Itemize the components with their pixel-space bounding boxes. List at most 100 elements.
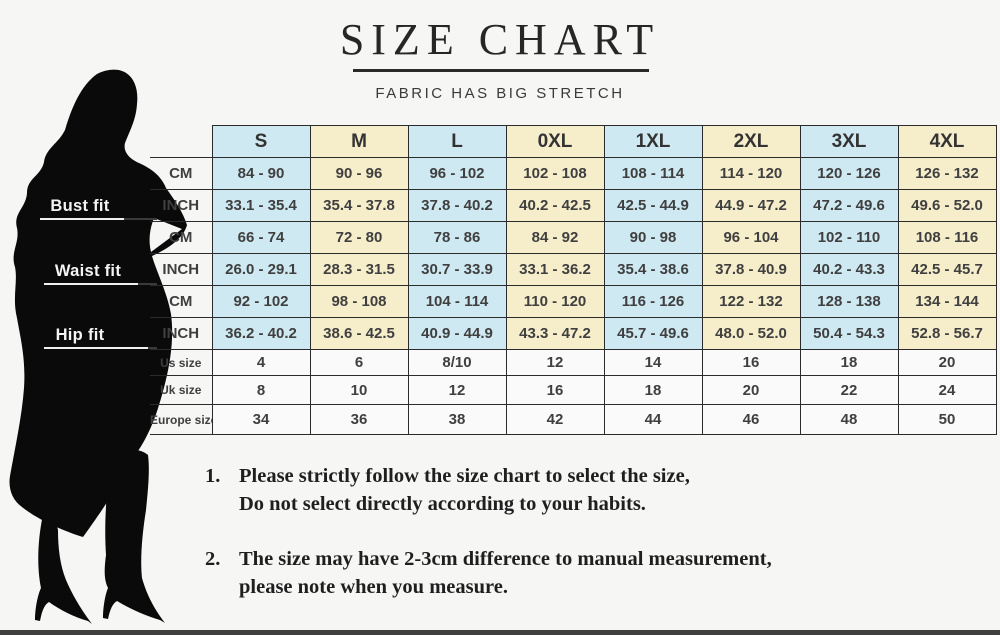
size-cell: 20 bbox=[897, 349, 997, 376]
size-cell: 116 - 126 bbox=[603, 285, 703, 318]
size-cell: 40.2 - 43.3 bbox=[799, 253, 899, 286]
size-cell: 20 bbox=[701, 375, 801, 405]
size-cell: 36 bbox=[309, 404, 409, 435]
us-size-row: Us size 4 6 8/10 12 14 16 18 20 bbox=[150, 349, 997, 376]
size-cell: 42.5 - 44.9 bbox=[603, 189, 703, 222]
size-header-row: S M L 0XL 1XL 2XL 3XL 4XL bbox=[150, 125, 997, 158]
note-1: 1. Please strictly follow the size chart… bbox=[205, 462, 925, 519]
size-cell: 49.6 - 52.0 bbox=[897, 189, 997, 222]
size-cell: 43.3 - 47.2 bbox=[505, 317, 605, 350]
size-cell: 84 - 92 bbox=[505, 221, 605, 254]
size-cell: 26.0 - 29.1 bbox=[211, 253, 311, 286]
size-cell: 44 bbox=[603, 404, 703, 435]
waist-cm-row: CM 66 - 74 72 - 80 78 - 86 84 - 92 90 - … bbox=[150, 221, 997, 254]
size-col-header: L bbox=[407, 125, 507, 158]
size-cell: 33.1 - 35.4 bbox=[211, 189, 311, 222]
size-cell: 78 - 86 bbox=[407, 221, 507, 254]
size-cell: 38 bbox=[407, 404, 507, 435]
unit-label: Us size bbox=[150, 349, 213, 376]
size-cell: 48 bbox=[799, 404, 899, 435]
hip-cm-row: CM 92 - 102 98 - 108 104 - 114 110 - 120… bbox=[150, 285, 997, 318]
note-number: 2. bbox=[205, 548, 221, 570]
size-cell: 50 bbox=[897, 404, 997, 435]
size-cell: 16 bbox=[505, 375, 605, 405]
size-col-header: M bbox=[309, 125, 409, 158]
size-col-header: 0XL bbox=[505, 125, 605, 158]
size-cell: 104 - 114 bbox=[407, 285, 507, 318]
note-number: 1. bbox=[205, 465, 221, 487]
size-cell: 47.2 - 49.6 bbox=[799, 189, 899, 222]
size-cell: 36.2 - 40.2 bbox=[211, 317, 311, 350]
size-cell: 72 - 80 bbox=[309, 221, 409, 254]
hip-fit-label: Hip fit bbox=[55, 326, 105, 344]
size-cell: 114 - 120 bbox=[701, 157, 801, 190]
bust-fit-label: Bust fit bbox=[50, 197, 110, 215]
corner-cell bbox=[150, 126, 212, 158]
size-col-header: S bbox=[211, 125, 311, 158]
size-cell: 44.9 - 47.2 bbox=[701, 189, 801, 222]
waist-fit-underline bbox=[44, 283, 138, 285]
note-text: The size may have 2-3cm difference to ma… bbox=[239, 545, 772, 602]
size-cell: 108 - 114 bbox=[603, 157, 703, 190]
unit-label: Europe size bbox=[150, 404, 213, 435]
waist-fit-label: Waist fit bbox=[54, 262, 122, 280]
size-cell: 66 - 74 bbox=[211, 221, 311, 254]
size-cell: 24 bbox=[897, 375, 997, 405]
size-cell: 40.9 - 44.9 bbox=[407, 317, 507, 350]
size-cell: 96 - 102 bbox=[407, 157, 507, 190]
size-col-header: 3XL bbox=[799, 125, 899, 158]
unit-label: CM bbox=[150, 221, 213, 254]
unit-label: CM bbox=[150, 285, 213, 318]
size-cell: 35.4 - 37.8 bbox=[309, 189, 409, 222]
size-cell: 134 - 144 bbox=[897, 285, 997, 318]
size-cell: 42.5 - 45.7 bbox=[897, 253, 997, 286]
silhouette-body bbox=[9, 69, 187, 538]
size-cell: 4 bbox=[211, 349, 311, 376]
size-cell: 18 bbox=[603, 375, 703, 405]
bust-fit-connector bbox=[124, 218, 157, 220]
size-cell: 108 - 116 bbox=[897, 221, 997, 254]
size-cell: 30.7 - 33.9 bbox=[407, 253, 507, 286]
title-underline bbox=[353, 69, 649, 72]
size-cell: 8/10 bbox=[407, 349, 507, 376]
size-cell: 22 bbox=[799, 375, 899, 405]
size-cell: 122 - 132 bbox=[701, 285, 801, 318]
unit-label: Uk size bbox=[150, 375, 213, 405]
note-line: Please strictly follow the size chart to… bbox=[239, 465, 690, 487]
size-cell: 40.2 - 42.5 bbox=[505, 189, 605, 222]
size-cell: 92 - 102 bbox=[211, 285, 311, 318]
page-title: SIZE CHART bbox=[339, 15, 661, 64]
right-leg-boot bbox=[103, 449, 165, 623]
size-cell: 120 - 126 bbox=[799, 157, 899, 190]
unit-label: INCH bbox=[150, 253, 213, 286]
hip-inch-row: INCH 36.2 - 40.2 38.6 - 42.5 40.9 - 44.9… bbox=[150, 317, 997, 350]
size-col-header: 1XL bbox=[603, 125, 703, 158]
note-line: please note when you measure. bbox=[239, 576, 508, 599]
size-cell: 52.8 - 56.7 bbox=[897, 317, 997, 350]
size-cell: 102 - 108 bbox=[505, 157, 605, 190]
unit-label: CM bbox=[150, 157, 213, 190]
size-cell: 90 - 98 bbox=[603, 221, 703, 254]
size-cell: 84 - 90 bbox=[211, 157, 311, 190]
unit-label: INCH bbox=[150, 189, 213, 222]
note-text: Please strictly follow the size chart to… bbox=[239, 462, 690, 519]
size-cell: 98 - 108 bbox=[309, 285, 409, 318]
size-cell: 38.6 - 42.5 bbox=[309, 317, 409, 350]
subtitle: FABRIC HAS BIG STRETCH bbox=[375, 85, 625, 102]
note-line: Do not select directly according to your… bbox=[239, 493, 646, 516]
size-cell: 35.4 - 38.6 bbox=[603, 253, 703, 286]
size-cell: 6 bbox=[309, 349, 409, 376]
size-col-header: 2XL bbox=[701, 125, 801, 158]
size-cell: 14 bbox=[603, 349, 703, 376]
bust-inch-row: INCH 33.1 - 35.4 35.4 - 37.8 37.8 - 40.2… bbox=[150, 189, 997, 222]
size-cell: 33.1 - 36.2 bbox=[505, 253, 605, 286]
size-cell: 10 bbox=[309, 375, 409, 405]
size-cell: 45.7 - 49.6 bbox=[603, 317, 703, 350]
size-cell: 18 bbox=[799, 349, 899, 376]
size-cell: 110 - 120 bbox=[505, 285, 605, 318]
size-cell: 102 - 110 bbox=[799, 221, 899, 254]
size-cell: 96 - 104 bbox=[701, 221, 801, 254]
waist-fit-connector bbox=[138, 283, 157, 285]
size-cell: 128 - 138 bbox=[799, 285, 899, 318]
